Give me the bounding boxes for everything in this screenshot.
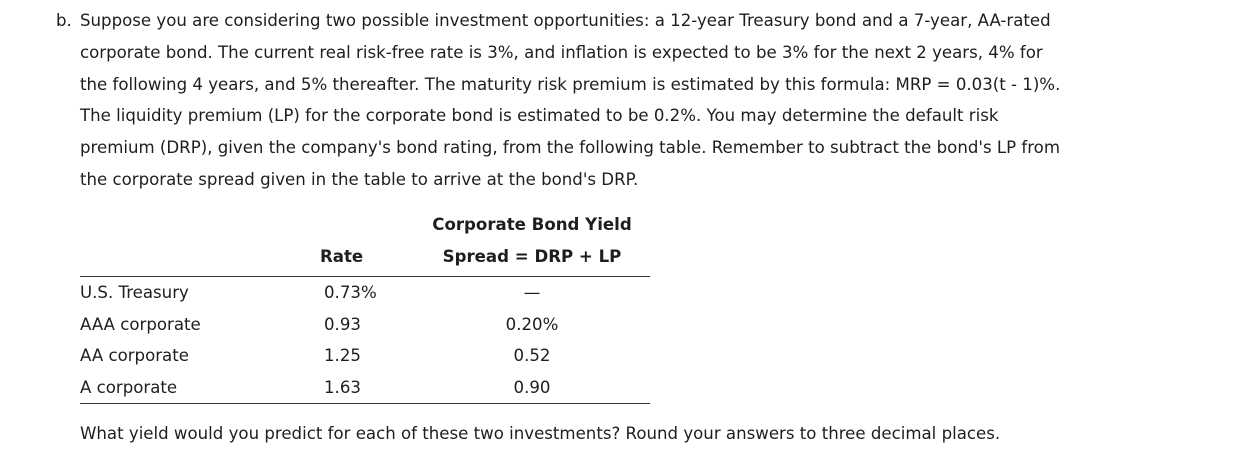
row-spread: 0.20% [505,314,559,334]
row-spread: 0.52 [513,346,551,366]
row-name: A corporate [80,377,178,397]
question-line-2: corporate bond. The current real risk-fr… [80,42,1043,62]
row-name: AAA corporate [80,314,201,334]
row-rate: 1.25 [324,346,361,366]
table-header: Corporate Bond Yield Rate Spread = DRP +… [80,212,650,277]
header-rate: Rate [320,247,364,266]
table-bottom-rule [80,403,650,405]
table-row: AA corporate 1.25 0.52 [80,340,650,372]
question-line-4: The liquidity premium (LP) for the corpo… [80,106,999,126]
row-spread: — [523,283,541,302]
row-name: AA corporate [80,346,189,366]
bond-yield-table: Corporate Bond Yield Rate Spread = DRP +… [80,212,650,405]
footer-question: What yield would you predict for each of… [80,424,1001,443]
row-name: U.S. Treasury [80,283,189,302]
table-row: AAA corporate 0.93 0.20% [80,309,650,341]
header-spread-line1: Corporate Bond Yield [432,215,632,234]
row-spread: 0.90 [513,377,551,397]
row-rate: 1.63 [324,377,361,397]
question-line-1: b. Suppose you are considering two possib… [56,5,1196,37]
row-rate: 0.93 [324,314,361,334]
table-row: A corporate 1.63 0.90 [80,372,650,404]
question-line-5: premium (DRP), given the company's bond … [80,138,1061,158]
question-line-3: the following 4 years, and 5% thereafter… [80,74,1061,94]
question-text: b. Suppose you are considering two possib… [56,5,1196,196]
question-line-text: Suppose you are considering two possible… [80,11,1051,30]
question-label: b. [56,11,72,30]
question-line-6: the corporate spread given in the table … [80,169,639,189]
header-spread-line2: Spread = DRP + LP [442,247,622,266]
row-rate: 0.73% [324,283,377,302]
table-row: U.S. Treasury 0.73% — [80,277,650,309]
